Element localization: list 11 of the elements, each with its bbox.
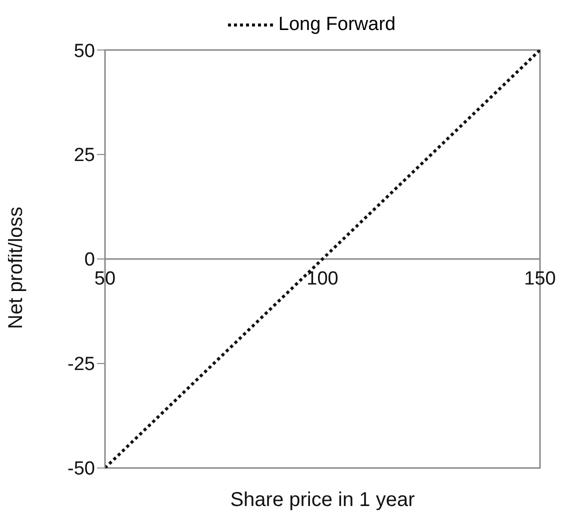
- x-tick-label: 50: [94, 268, 116, 290]
- x-tick-label: 150: [524, 268, 556, 290]
- y-tick-label: 25: [74, 145, 95, 166]
- y-axis-title: Net profit/loss: [5, 206, 28, 329]
- y-tick-label: -25: [68, 354, 95, 376]
- x-axis-title: Share price in 1 year: [230, 489, 416, 511]
- y-tick-label: -50: [68, 458, 95, 480]
- y-tick-label: 50: [74, 40, 95, 62]
- legend-label: Long Forward: [278, 14, 396, 36]
- y-tick-label: 0: [84, 250, 95, 271]
- x-tick-label: 100: [306, 268, 338, 290]
